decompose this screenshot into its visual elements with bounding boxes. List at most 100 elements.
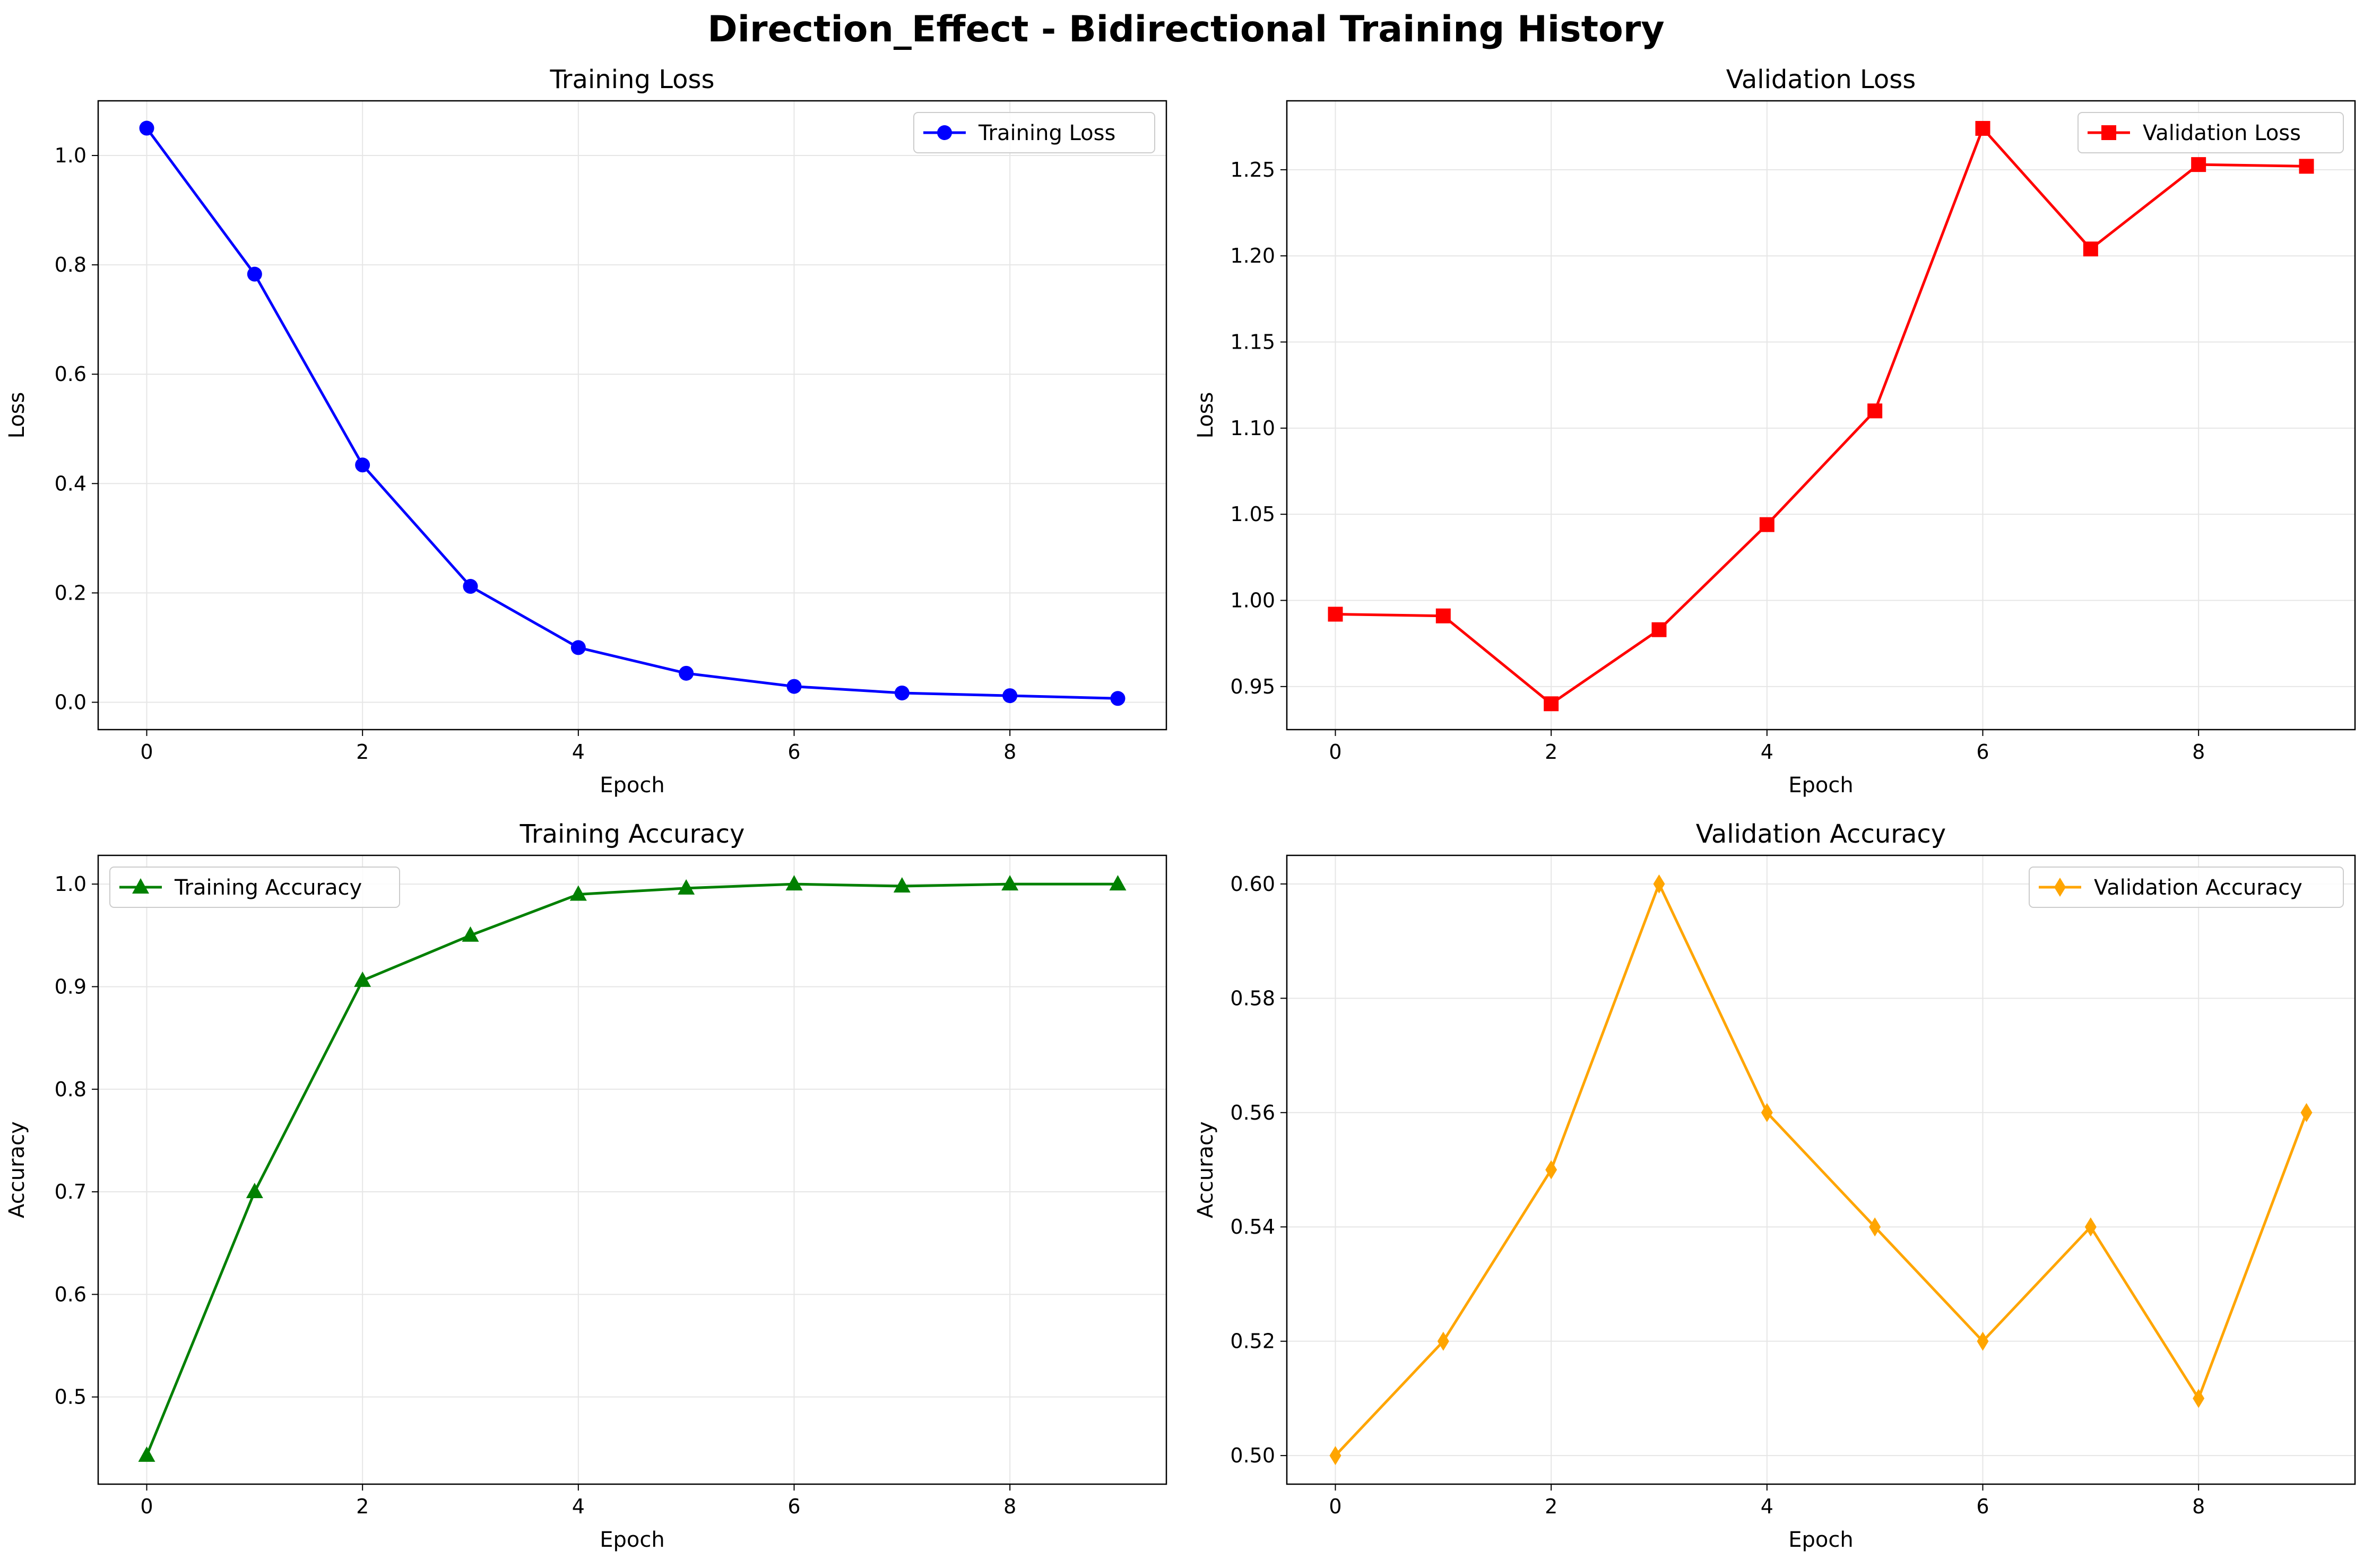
training-accuracy-point [678, 879, 695, 895]
training-loss-point [139, 120, 154, 136]
validation-loss-point [1651, 622, 1667, 637]
training-accuracy-ylabel: Accuracy [5, 1121, 29, 1218]
x-tick-label: 0 [1329, 1495, 1341, 1518]
x-tick-label: 8 [2192, 1495, 2205, 1518]
x-tick-label: 6 [787, 740, 800, 764]
validation-accuracy-point [1545, 1160, 1557, 1180]
training-accuracy-xlabel: Epoch [600, 1528, 664, 1552]
y-tick-label: 1.25 [1230, 158, 1275, 181]
y-tick-label: 0.56 [1230, 1101, 1275, 1124]
y-tick-label: 0.50 [1230, 1444, 1275, 1467]
legend-marker [2054, 878, 2066, 897]
training-loss-xlabel: Epoch [600, 773, 664, 798]
validation-loss-point [2083, 241, 2098, 257]
validation-loss-point [1867, 403, 1883, 419]
validation-loss-point [2299, 159, 2314, 174]
training-accuracy-point [569, 885, 587, 901]
validation-accuracy-point [2084, 1217, 2097, 1237]
y-tick-label: 0.6 [55, 362, 86, 386]
training-loss-point [463, 579, 478, 594]
validation-accuracy-point [2193, 1389, 2205, 1408]
validation-accuracy-title: Validation Accuracy [1696, 819, 1946, 849]
training-loss-point [1002, 688, 1018, 704]
y-tick-label: 1.15 [1230, 331, 1275, 354]
training-loss-point [679, 665, 694, 681]
legend-box [913, 112, 1155, 153]
x-tick-label: 8 [2192, 740, 2205, 764]
training-accuracy-point [893, 877, 911, 893]
training-loss-point [247, 266, 262, 282]
training-loss-axes-frame [97, 100, 1167, 731]
training-loss-ylabel: Loss [5, 392, 29, 439]
y-tick-label: 0.9 [55, 975, 86, 998]
x-tick-label: 6 [1976, 1495, 1989, 1518]
y-tick-label: 1.10 [1230, 417, 1275, 440]
legend-box [2077, 112, 2344, 153]
x-tick-label: 4 [572, 740, 585, 764]
training-accuracy-point [354, 971, 371, 987]
y-tick-label: 0.58 [1230, 986, 1275, 1010]
training-accuracy-point [785, 875, 803, 891]
y-tick-label: 1.20 [1230, 244, 1275, 267]
validation-loss-axes-frame [1286, 100, 2356, 731]
training-loss-point [355, 457, 370, 473]
legend-label: Validation Accuracy [2094, 876, 2302, 900]
training-loss-point [1110, 691, 1126, 706]
legend-label: Training Accuracy [174, 876, 362, 900]
validation-loss-point [1975, 120, 1990, 136]
validation-accuracy-axes-frame [1286, 854, 2356, 1485]
validation-accuracy-point [2300, 1103, 2313, 1122]
training-accuracy-chart: 0 2 4 6 8 0.5 0.6 0.7 0.8 0.9 1.0 Training Accuracy… [5, 819, 1167, 1552]
legend-label: Validation Loss [2143, 121, 2301, 145]
y-tick-label: 0.4 [55, 472, 86, 495]
validation-loss-point [1435, 608, 1451, 623]
legend-marker [132, 878, 149, 894]
x-tick-label: 2 [356, 1495, 369, 1518]
y-tick-label: 0.0 [55, 690, 86, 714]
validation-accuracy-point [1761, 1103, 1773, 1122]
validation-accuracy-xlabel: Epoch [1788, 1528, 1853, 1552]
training-accuracy-axes-frame [97, 854, 1167, 1485]
y-tick-label: 0.6 [55, 1283, 86, 1306]
x-tick-label: 4 [1761, 740, 1773, 764]
y-tick-label: 1.05 [1230, 503, 1275, 526]
y-tick-label: 0.54 [1230, 1215, 1275, 1238]
validation-loss-legend: Validation Loss [2077, 112, 2344, 153]
y-tick-label: 1.0 [55, 872, 86, 896]
figure-title: Direction_Effect - Bidirectional Trainin… [707, 8, 1665, 50]
x-tick-label: 0 [1329, 740, 1341, 764]
x-tick-label: 2 [1545, 1495, 1557, 1518]
x-tick-label: 4 [1761, 1495, 1773, 1518]
y-tick-label: 0.95 [1230, 675, 1275, 698]
validation-accuracy-point [1653, 874, 1665, 894]
training-accuracy-title: Training Accuracy [520, 819, 745, 849]
x-tick-label: 8 [1003, 740, 1016, 764]
y-tick-label: 0.7 [55, 1180, 86, 1203]
x-tick-label: 6 [1976, 740, 1989, 764]
training-loss-legend: Training Loss [913, 112, 1155, 153]
y-tick-label: 0.8 [55, 253, 86, 276]
x-tick-label: 0 [140, 1495, 153, 1518]
validation-loss-ylabel: Loss [1193, 392, 1218, 439]
validation-accuracy-legend: Validation Accuracy [2029, 867, 2344, 908]
y-tick-label: 0.2 [55, 581, 86, 604]
y-tick-label: 1.0 [55, 144, 86, 167]
training-accuracy-series-line [145, 882, 1118, 1456]
training-loss-title: Training Loss [550, 65, 715, 94]
validation-loss-chart: 0 2 4 6 8 0.95 1.00 1.05 1.10 1.15 1.20 1.25 Validat… [1193, 65, 2356, 798]
y-tick-label: 1.00 [1230, 589, 1275, 612]
validation-loss-point [1759, 517, 1774, 532]
legend-marker [2101, 125, 2116, 140]
y-tick-label: 0.5 [55, 1385, 86, 1409]
validation-loss-xlabel: Epoch [1788, 773, 1853, 798]
legend-box [109, 867, 400, 908]
training-accuracy-point [462, 926, 479, 942]
validation-loss-point [1544, 696, 1559, 712]
validation-accuracy-point [1869, 1217, 1881, 1237]
x-tick-label: 4 [572, 1495, 585, 1518]
legend-label: Training Loss [978, 121, 1115, 145]
validation-accuracy-chart: 0 2 4 6 8 0.50 0.52 0.54 0.56 0.58 0.60 Validation … [1193, 819, 2356, 1552]
validation-accuracy-point [1437, 1331, 1449, 1351]
